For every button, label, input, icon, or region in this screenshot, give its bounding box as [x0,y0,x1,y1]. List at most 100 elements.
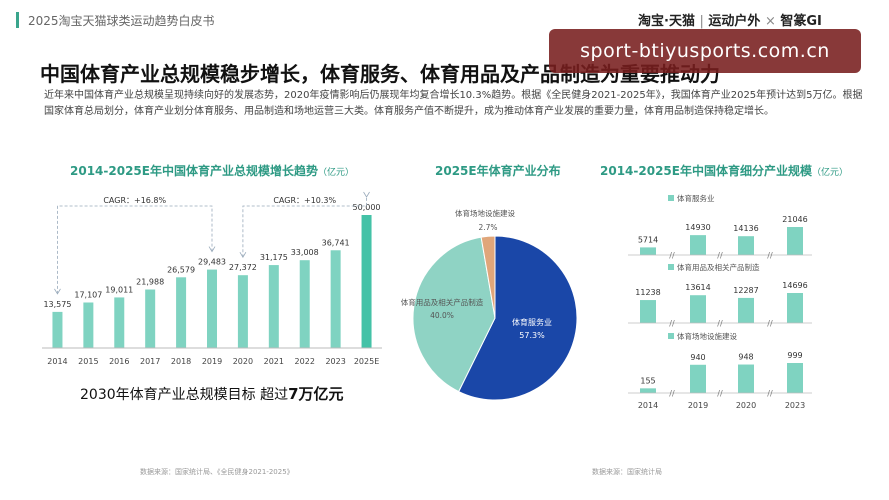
segment-bar-1-2014 [640,300,656,323]
pie-chart-title: 2025E年体育产业分布 [435,164,561,178]
segment-bar-1-2019 [690,295,706,323]
cagr-2014-2019-arrow-end [208,246,216,253]
segment-value-label: 14930 [685,223,710,232]
cagr-2020-2025-arrow-start [239,251,247,258]
cagr-2020-2025-bracket [242,197,367,258]
bar-2023 [330,250,341,348]
bar-2015 [83,302,94,348]
segment-value-label: 999 [787,351,802,360]
axis-break-mark: // [717,319,723,328]
left-source-note: 数据来源：国家统计局、《全民健身2021-2025》 [140,468,294,476]
left-chart-title-text: 2014-2025E年中国体育产业总规模增长趋势 [70,164,318,178]
bar-2021 [268,265,279,348]
x-tick-label: 2023 [325,357,345,366]
bar-value-label: 13,575 [43,300,71,309]
x-tick-label: 2014 [47,357,67,366]
x-tick-label: 2019 [202,357,222,366]
left-chart-unit: （亿元） [317,168,354,178]
bar-2022 [299,260,310,348]
segment-x-tick-label: 2019 [688,401,708,410]
cagr-2014-2019-arrow-start [54,288,61,295]
segment-bar-2-2019 [690,364,706,393]
segment-bar-2-2023 [787,363,803,393]
brand-partner-logo: 智篆GI [780,14,822,29]
segment-x-tick-label: 2014 [638,401,658,410]
cagr-2020-2025-label: CAGR：+10.3% [273,196,336,205]
segment-bar-2-2014 [640,388,656,393]
segment-value-label: 21046 [782,215,807,224]
brand-x: × [764,14,776,29]
bar-2017 [145,289,156,348]
segment-bar-2-2020 [738,364,754,393]
pie-label-goods: 体育用品及相关产品制造 [401,297,484,307]
x-tick-label: 2022 [295,357,315,366]
bar-value-label: 21,988 [136,278,164,287]
pie-label-venue: 体育场地设施建设 [455,208,515,218]
brand-taobao-logo: 淘宝·天猫 [638,14,695,29]
legend-label-2: 体育场地设施建设 [677,331,737,341]
axis-break-mark: // [717,389,723,398]
segment-value-label: 940 [690,353,705,362]
x-tick-label: 2018 [171,357,191,366]
bar-2016 [114,297,125,348]
segment-value-label: 14696 [782,281,807,290]
segment-value-label: 5714 [638,235,658,244]
axis-break-mark: // [717,251,723,260]
segment-value-label: 11238 [635,288,660,297]
target-value: 7万亿元 [288,385,344,403]
segment-value-label: 12287 [733,286,758,295]
intro-paragraph: 近年来中国体育产业总规模呈现持续向好的发展态势，2020年疫情影响后仍展现年均复… [44,90,863,117]
legend-swatch-0 [668,195,674,201]
cagr-2014-2019-label: CAGR：+16.8% [103,196,166,205]
bar-value-label: 50,000 [353,203,381,212]
title-accent-bar [16,12,19,28]
legend-label-1: 体育用品及相关产品制造 [677,262,760,272]
x-tick-label: 2017 [140,357,160,366]
pie-slice-goods [412,236,496,393]
right-chart-unit: （亿元） [811,168,848,178]
pie-slice-venue [480,235,496,319]
cagr-2014-2019-bracket [57,205,213,294]
document-title: 2025淘宝天猫球类运动趋势白皮书 [28,14,215,28]
segment-bar-1-2023 [787,293,803,323]
watermark-overlay[interactable]: sport-btiyusports.com.cn [549,29,861,73]
target-text: 2030年体育产业总规模目标 超过 [80,387,289,403]
segment-bar-0-2023 [787,227,803,255]
pie-slice-service [458,235,578,401]
bar-value-label: 27,372 [229,263,257,272]
right-chart-title-text: 2014-2025E年中国体育细分产业规模 [600,164,812,178]
bar-2019 [207,269,217,348]
axis-break-mark: // [767,389,773,398]
legend-swatch-1 [668,264,674,270]
segment-x-tick-label: 2023 [785,401,805,410]
bar-2014 [52,311,63,348]
bar-value-label: 29,483 [198,258,226,267]
legend-swatch-2 [668,333,674,339]
segment-bar-0-2019 [690,235,706,255]
left-chart-title: 2014-2025E年中国体育产业总规模增长趋势（亿元） [70,162,354,179]
bar-2020 [237,275,248,348]
x-tick-label: 2015 [78,357,98,366]
axis-break-mark: // [669,319,675,328]
pie-value-venue: 2.7% [478,223,497,232]
right-chart-title: 2014-2025E年中国体育细分产业规模（亿元） [600,162,848,179]
axis-break-mark: // [767,251,773,260]
x-tick-label: 2016 [109,357,129,366]
bar-value-label: 36,741 [322,238,350,247]
bar-2018 [176,277,187,348]
legend-label-0: 体育服务业 [677,193,715,203]
segment-value-label: 13614 [685,283,710,292]
segment-value-label: 155 [640,376,655,385]
bar-value-label: 19,011 [105,285,133,294]
brand-category: 运动户外 [708,14,761,29]
segment-bar-0-2020 [738,236,754,255]
axis-break-mark: // [767,319,773,328]
right-source-note: 数据来源：国家统计局 [592,468,662,476]
segment-x-tick-label: 2020 [736,401,756,410]
segment-value-label: 14136 [733,224,758,233]
bar-value-label: 33,008 [291,248,319,257]
bar-value-label: 31,175 [260,253,288,262]
axis-break-mark: // [669,389,675,398]
bar-value-label: 17,107 [74,290,102,299]
